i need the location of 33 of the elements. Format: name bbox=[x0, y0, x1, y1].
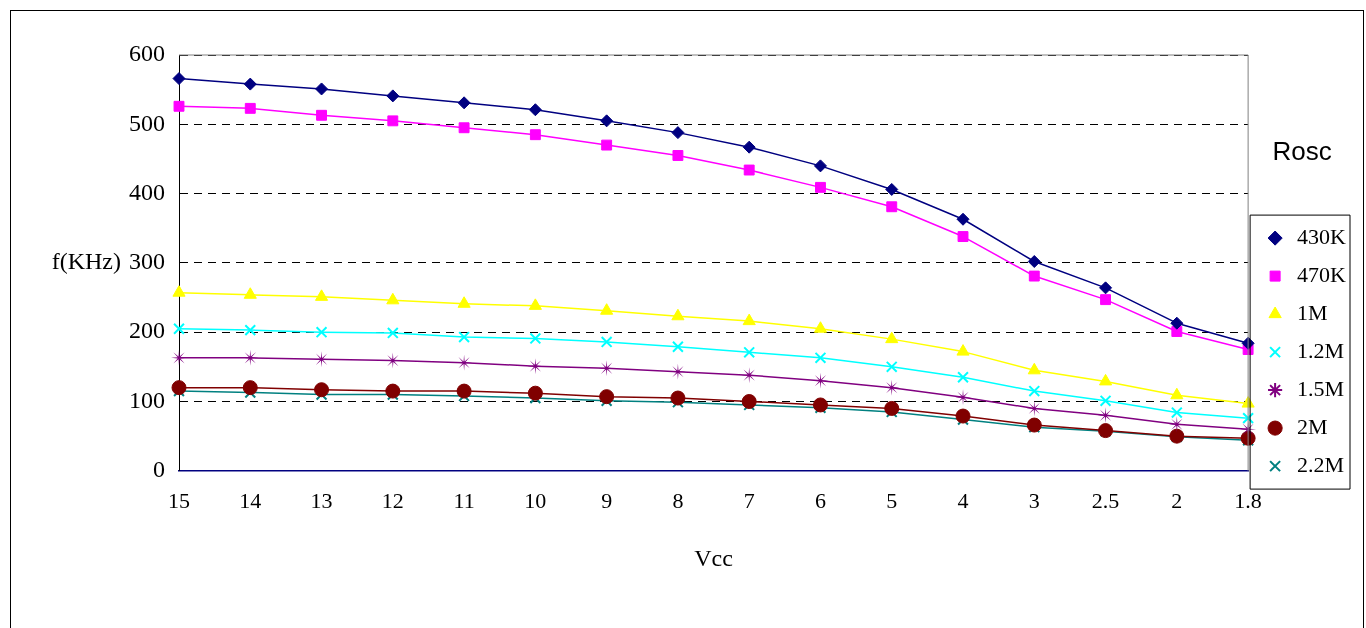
legend-label: 1.2M bbox=[1297, 337, 1345, 363]
x-tick-label: 3 bbox=[1028, 487, 1040, 513]
y-tick-label: 0 bbox=[153, 456, 165, 483]
x-tick-label: 8 bbox=[672, 487, 684, 513]
legend-label: 2M bbox=[1297, 413, 1328, 439]
legend-title: Rosc bbox=[1272, 136, 1332, 167]
legend-label: 470K bbox=[1297, 261, 1347, 287]
y-tick-label: 100 bbox=[129, 386, 165, 413]
y-tick-label: 200 bbox=[129, 317, 165, 344]
x-tick-label: 6 bbox=[814, 487, 826, 513]
x-tick-label: 5 bbox=[886, 487, 898, 513]
y-tick-label: 500 bbox=[129, 109, 165, 136]
legend-label: 2.2M bbox=[1297, 451, 1345, 477]
legend-label: 1M bbox=[1297, 299, 1328, 325]
x-tick-label: 4 bbox=[957, 487, 969, 513]
x-tick-label: 7 bbox=[743, 487, 755, 513]
x-tick-label: 12 bbox=[381, 487, 404, 513]
legend-label: 1.5M bbox=[1297, 375, 1345, 401]
y-tick-label: 400 bbox=[129, 178, 165, 205]
x-tick-label: 10 bbox=[524, 487, 547, 513]
x-tick-label: 1.8 bbox=[1234, 487, 1262, 513]
x-axis-title: Vcc bbox=[694, 544, 733, 571]
y-tick-label: 300 bbox=[129, 248, 165, 275]
x-tick-label: 15 bbox=[168, 487, 190, 513]
y-axis-title: f(KHz) bbox=[51, 248, 121, 275]
x-tick-label: 13 bbox=[310, 487, 333, 513]
x-tick-label: 14 bbox=[239, 487, 262, 513]
x-tick-label: 11 bbox=[453, 487, 475, 513]
x-tick-label: 2 bbox=[1171, 487, 1183, 513]
legend-label: 430K bbox=[1297, 223, 1347, 249]
y-tick-label: 600 bbox=[129, 40, 165, 67]
x-tick-label: 2.5 bbox=[1091, 487, 1120, 513]
x-tick-label: 9 bbox=[601, 487, 613, 513]
